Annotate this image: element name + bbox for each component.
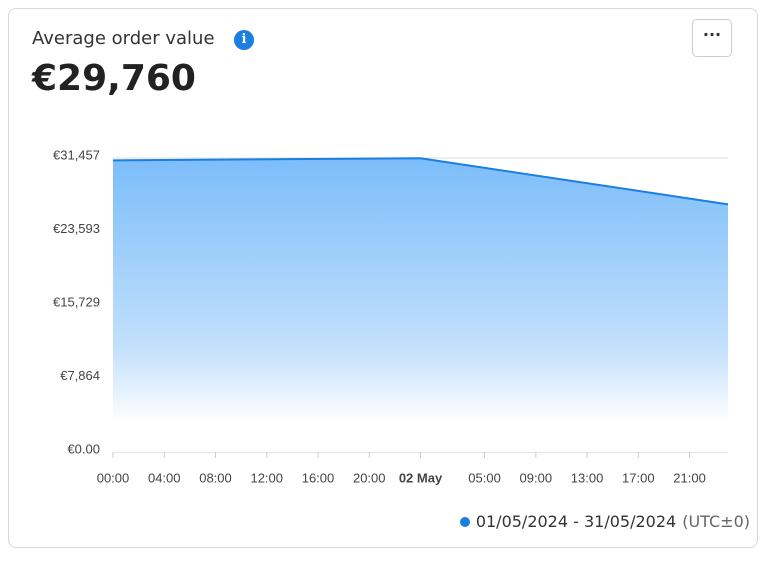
card: [8, 8, 758, 548]
legend: 01/05/2024 - 31/05/2024 (UTC±0): [459, 512, 750, 531]
legend-dot: [459, 516, 470, 527]
x-tick-label: 13:00: [571, 470, 604, 485]
x-tick-label: 08:00: [199, 470, 232, 485]
y-tick-label: €23,593: [53, 221, 100, 236]
y-tick-label: €7,864: [60, 368, 100, 383]
timezone: (UTC±0): [682, 512, 750, 531]
x-tick-label: 00:00: [97, 470, 130, 485]
line: [112, 157, 729, 206]
y-tick-label: €31,457: [53, 147, 100, 162]
area: [113, 158, 728, 452]
summary-value: €29,760: [32, 58, 196, 99]
x-tick-label: 05:00: [468, 470, 501, 485]
legend-label: 01/05/2024 - 31/05/2024: [475, 512, 677, 531]
x-tick-label: 16:00: [302, 470, 335, 485]
card-title: Average order value: [32, 28, 215, 49]
x-tick-label: 04:00: [148, 470, 181, 485]
x-tick-label: 09:00: [520, 470, 553, 485]
x-tick-label: 02 May: [399, 470, 443, 485]
x-tick-label: 21:00: [673, 470, 706, 485]
y-tick-label: €15,729: [53, 294, 100, 309]
menu-button[interactable]: ···: [692, 19, 732, 57]
x-tick-label: 20:00: [353, 470, 386, 485]
x-tick-label: 12:00: [250, 470, 283, 485]
info-icon[interactable]: i: [234, 30, 254, 50]
y-tick-label: €0.00: [67, 441, 100, 456]
x-tick-label: 17:00: [622, 470, 655, 485]
